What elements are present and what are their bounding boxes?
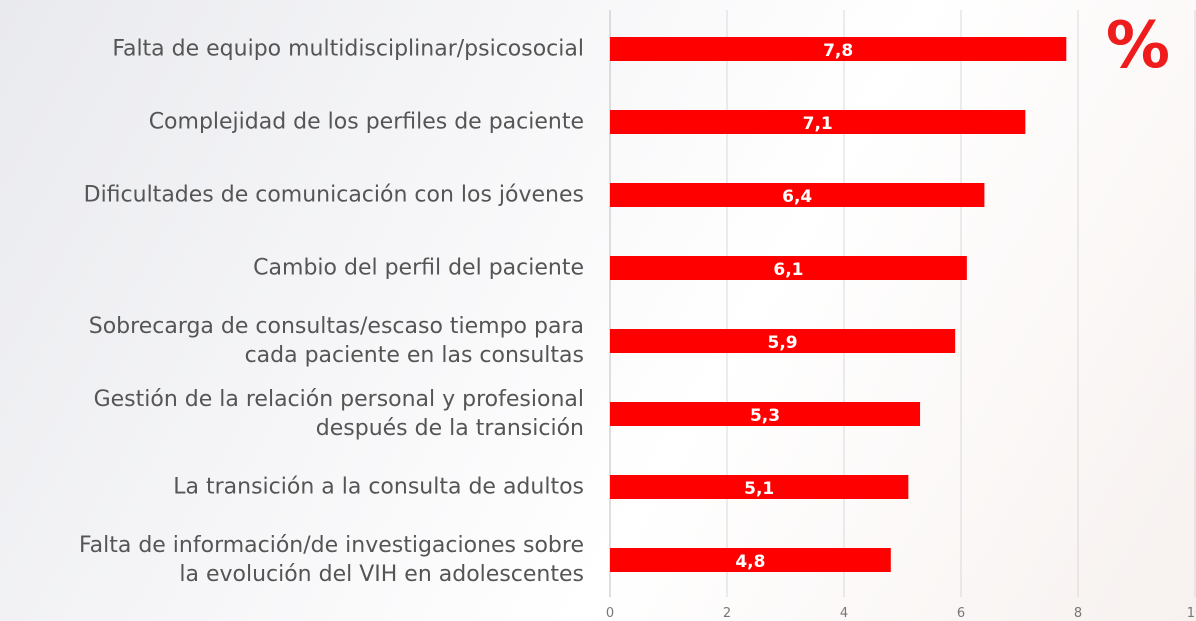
- category-label: Gestión de la relación personal y profes…: [93, 387, 584, 441]
- bar: [610, 402, 921, 426]
- x-tick-label: 2: [723, 606, 731, 621]
- value-label: 6,1: [773, 260, 803, 280]
- bar: [610, 183, 985, 207]
- value-label: 7,8: [823, 41, 853, 61]
- bar: [610, 475, 909, 499]
- bar: [610, 548, 891, 572]
- bar: [610, 329, 956, 353]
- category-label: La transición a la consulta de adultos: [173, 474, 584, 500]
- value-label: 6,4: [782, 187, 812, 207]
- x-tick-label: 8: [1074, 606, 1082, 621]
- category-label: Sobrecarga de consultas/escaso tiempo pa…: [88, 314, 584, 368]
- value-label: 5,3: [750, 406, 780, 426]
- x-tick-label: 0: [606, 606, 614, 621]
- chart-title: %: [1105, 9, 1170, 83]
- x-tick-label: 10: [1187, 606, 1196, 621]
- category-label: Falta de equipo multidisciplinar/psicoso…: [112, 36, 584, 62]
- x-tick-label: 6: [957, 606, 965, 621]
- category-label: Cambio del perfil del paciente: [253, 255, 584, 281]
- value-label: 7,1: [803, 114, 833, 134]
- value-label: 5,9: [768, 333, 798, 353]
- bar: [610, 37, 1067, 61]
- bar: [610, 110, 1026, 134]
- bar: [610, 256, 967, 280]
- value-label: 5,1: [744, 479, 774, 499]
- category-label: Falta de información/de investigaciones …: [78, 533, 584, 587]
- category-label: Dificultades de comunicación con los jóv…: [83, 182, 584, 208]
- value-label: 4,8: [735, 552, 765, 572]
- category-label: Complejidad de los perfiles de paciente: [148, 109, 584, 135]
- x-tick-label: 4: [840, 606, 848, 621]
